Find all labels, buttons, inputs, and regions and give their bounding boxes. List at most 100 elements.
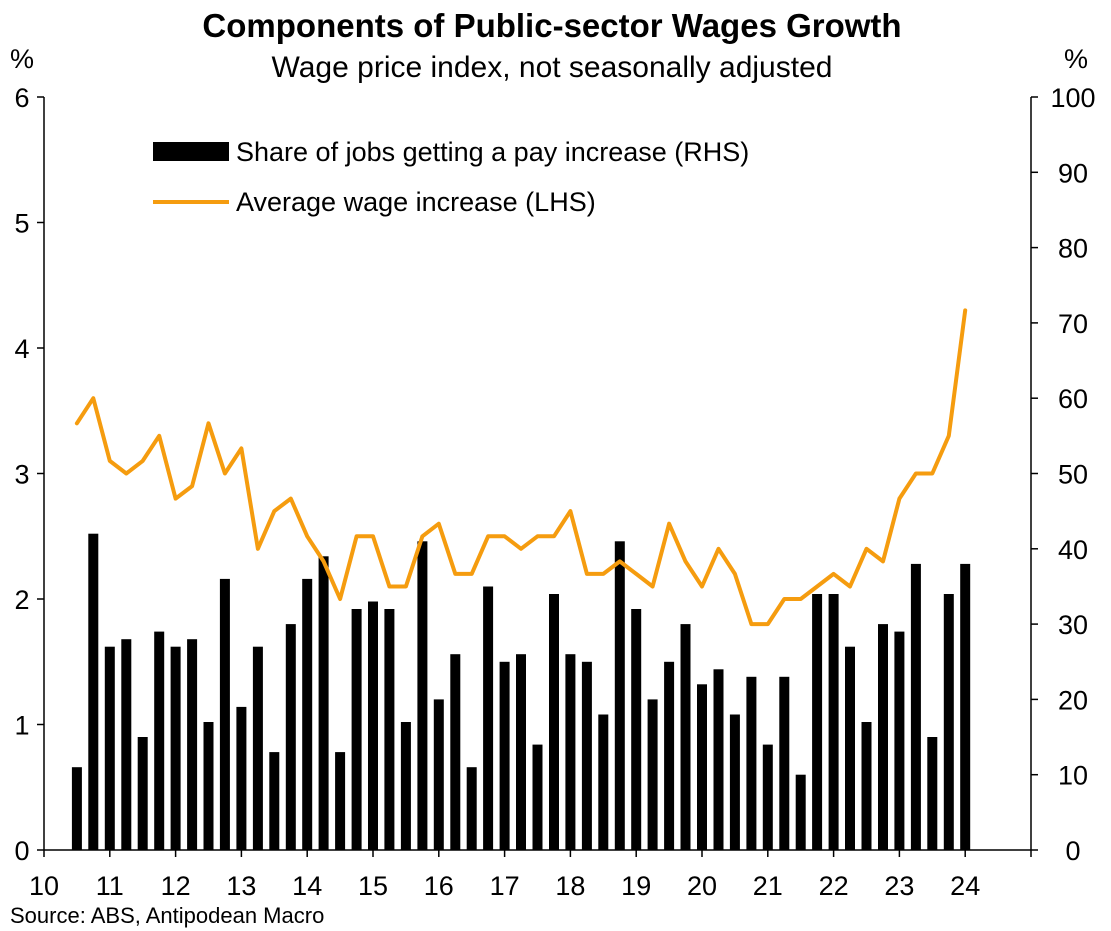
- bar: [351, 609, 362, 850]
- line-point: [898, 498, 901, 500]
- line-point: [339, 598, 341, 600]
- bar: [483, 586, 494, 850]
- line-point: [948, 435, 950, 437]
- line-point: [290, 498, 292, 500]
- line-point: [849, 585, 851, 588]
- line-point: [454, 573, 456, 575]
- bar: [88, 533, 99, 850]
- line-point: [602, 573, 604, 575]
- right-tick-label: 10: [1058, 761, 1088, 791]
- line-point: [92, 397, 94, 399]
- bar: [631, 609, 642, 850]
- legend: Share of jobs getting a pay increase (RH…: [153, 137, 749, 217]
- right-tick-label: 40: [1058, 535, 1088, 565]
- left-tick-label: 0: [14, 836, 29, 866]
- bar: [121, 639, 132, 850]
- bar: [894, 631, 905, 850]
- line-point: [323, 560, 325, 563]
- bar: [236, 706, 247, 850]
- x-tick-label: 10: [29, 871, 59, 901]
- bar: [384, 609, 395, 850]
- chart-subtitle: Wage price index, not seasonally adjuste…: [272, 51, 833, 84]
- left-tick-label: 3: [14, 460, 29, 490]
- x-tick-label: 20: [687, 871, 717, 901]
- line-point: [750, 623, 753, 625]
- bar: [647, 699, 658, 850]
- bar: [516, 654, 526, 850]
- line-point: [175, 498, 177, 500]
- line-point: [865, 548, 868, 550]
- line-point: [504, 535, 506, 537]
- bar: [680, 624, 691, 850]
- legend-bar-swatch: [153, 142, 229, 161]
- line-point: [816, 585, 818, 588]
- bar: [187, 639, 198, 850]
- right-tick-label: 20: [1058, 685, 1088, 715]
- bar: [746, 676, 757, 850]
- line-point: [684, 560, 687, 563]
- left-tick-label: 2: [14, 585, 29, 615]
- line-point: [76, 422, 78, 424]
- line-point: [619, 560, 621, 563]
- bar: [285, 624, 296, 850]
- x-tick-label: 19: [621, 871, 651, 901]
- bar: [71, 767, 82, 850]
- line-point: [701, 585, 703, 588]
- bar: [269, 752, 280, 850]
- x-axis-ticks: 10 11 12 13 14 15 16 17 18 19 20 21 22 23 24: [29, 850, 1032, 901]
- line-point: [405, 585, 407, 588]
- chart-title: Components of Public-sector Wages Growth: [202, 7, 901, 44]
- bar: [795, 774, 806, 850]
- line-point: [109, 460, 111, 462]
- x-tick-label: 12: [161, 871, 191, 901]
- bar: [581, 661, 592, 851]
- bar: [697, 684, 707, 850]
- bar: [219, 578, 230, 850]
- line-series: [74, 308, 968, 627]
- x-tick-label: 13: [226, 871, 256, 901]
- bar: [318, 556, 329, 850]
- line-point: [915, 472, 917, 475]
- bar: [878, 624, 888, 850]
- bar: [943, 594, 954, 850]
- bar: [417, 541, 428, 850]
- left-axis-unit: %: [10, 44, 34, 74]
- line-point: [652, 585, 654, 588]
- x-tick-label: 24: [950, 871, 980, 901]
- bar: [812, 594, 823, 850]
- bar: [400, 722, 411, 850]
- bar: [614, 541, 625, 850]
- bar: [499, 661, 510, 851]
- bar: [910, 563, 921, 850]
- bar: [532, 744, 543, 850]
- bar: [368, 601, 378, 850]
- line-point: [257, 548, 259, 550]
- line-point: [191, 485, 193, 487]
- line-point: [306, 535, 308, 537]
- line-point: [372, 535, 374, 537]
- bar: [598, 714, 609, 850]
- left-tick-label: 6: [14, 83, 29, 113]
- right-tick-label: 90: [1058, 158, 1088, 188]
- line-point: [471, 573, 473, 575]
- bar: [713, 669, 724, 850]
- bar: [729, 714, 740, 850]
- line-point: [224, 472, 226, 475]
- bar: [779, 676, 790, 850]
- right-axis-unit: %: [1064, 44, 1088, 74]
- right-tick-label: 80: [1058, 234, 1088, 264]
- line-point: [783, 598, 785, 600]
- line-point: [520, 548, 522, 550]
- right-axis-ticks: 0 10 20 30 40 50 60 70 80 90 100: [1031, 83, 1096, 866]
- bar: [466, 767, 477, 850]
- bar: [335, 752, 346, 850]
- line-point: [734, 573, 736, 575]
- line-point: [438, 523, 440, 525]
- bar: [154, 631, 165, 850]
- x-tick-label: 16: [424, 871, 454, 901]
- bar: [664, 661, 675, 851]
- line-point: [142, 460, 144, 462]
- bar: [170, 646, 181, 850]
- line-point: [717, 548, 720, 550]
- bar: [828, 594, 839, 850]
